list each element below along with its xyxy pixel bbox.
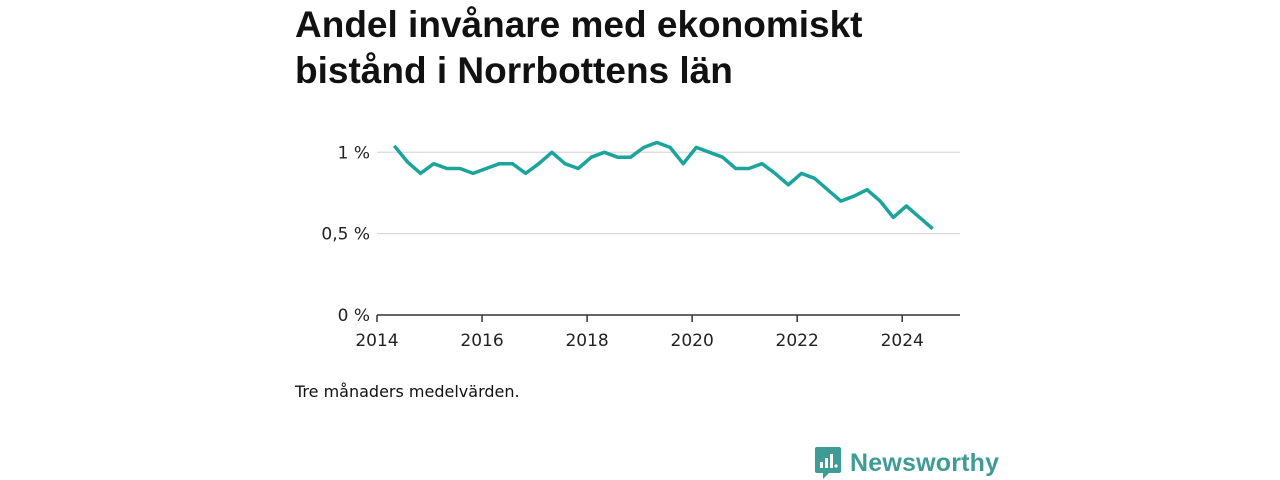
y-tick-label: 0,5 % [321,225,370,245]
x-tick-label: 2014 [355,331,398,351]
y-axis-tick-labels: 0 % 0,5 % 1 % [321,143,370,326]
gridlines [377,151,960,235]
newsworthy-logo-icon [815,447,841,479]
chart-title: Andel invånare med ekonomiskt bistånd i … [295,4,863,91]
y-tick-label: 1 % [338,143,370,163]
series-group [392,140,934,231]
x-tick-label: 2018 [565,331,608,351]
x-tick-label: 2022 [776,331,819,351]
brand-name: Newsworthy [850,448,1000,477]
line-chart: 0 % 0,5 % 1 % 2014 2016 2018 2020 2022 2024 [321,140,960,351]
chart-caption: Tre månaders medelvärden. [295,382,520,401]
x-tick-label: 2016 [460,331,503,351]
x-tick-label: 2024 [881,331,924,351]
x-tick-label: 2020 [671,331,714,351]
x-axis-ticks: 2014 2016 2018 2020 2022 2024 [355,315,924,351]
brand-logo: Newsworthy [814,446,999,480]
y-tick-label: 0 % [338,306,370,326]
series-line [392,140,934,231]
